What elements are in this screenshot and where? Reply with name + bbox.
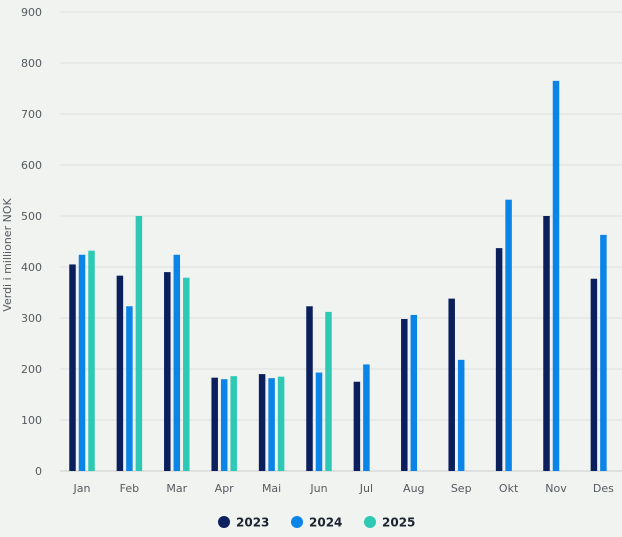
- x-tick-label: Jan: [73, 482, 91, 495]
- bar-2024-Okt: [505, 199, 512, 471]
- grid-lines: [60, 11, 622, 472]
- bar-2023-Jan: [69, 264, 76, 471]
- bar-2023-Apr: [211, 377, 218, 471]
- bar-2025-Mai: [277, 376, 285, 471]
- bar-2023-Aug: [401, 319, 408, 471]
- x-tick-label: Aug: [403, 482, 424, 495]
- bars: [69, 80, 607, 471]
- y-tick-label: 200: [21, 363, 42, 376]
- legend-label: 2025: [382, 516, 415, 530]
- bar-2024-Nov: [552, 80, 560, 471]
- legend-swatch: [364, 516, 376, 528]
- legend: 2023 2024 2025: [218, 516, 415, 530]
- y-tick-label: 900: [21, 6, 42, 19]
- y-tick-label: 500: [21, 210, 42, 223]
- legend-item-2023[interactable]: 2023: [218, 516, 269, 530]
- bar-2024-Jun: [315, 372, 323, 471]
- y-tick-label: 600: [21, 159, 42, 172]
- bar-2025-Apr: [230, 376, 237, 471]
- x-tick-label: Nov: [545, 482, 567, 495]
- x-tick-label: Mar: [166, 482, 187, 495]
- legend-swatch: [218, 516, 230, 528]
- x-tick-label: Jul: [359, 482, 373, 495]
- legend-label: 2024: [309, 516, 342, 530]
- bar-2024-Des: [600, 234, 607, 471]
- x-tick-label: Mai: [262, 482, 281, 495]
- legend-label: 2023: [236, 516, 269, 530]
- bar-2025-Feb: [135, 216, 143, 471]
- y-axis-label: Verdi i millioner NOK: [1, 198, 14, 312]
- legend-item-2025[interactable]: 2025: [364, 516, 415, 530]
- bar-2024-Apr: [220, 379, 228, 471]
- y-tick-label: 100: [21, 414, 42, 427]
- y-axis-ticks: 0 100 200 300 400 500 600 700 800 900: [21, 6, 42, 478]
- x-tick-label: Jun: [309, 482, 327, 495]
- bar-2023-Des: [590, 278, 598, 471]
- bar-2024-Sep: [457, 359, 465, 471]
- x-tick-label: Des: [593, 482, 614, 495]
- bar-2025-Jun: [325, 311, 332, 471]
- bar-2024-Feb: [126, 306, 133, 471]
- bar-2023-Okt: [495, 248, 503, 471]
- x-tick-label: Apr: [215, 482, 235, 495]
- y-tick-label: 700: [21, 108, 42, 121]
- x-tick-label: Sep: [451, 482, 472, 495]
- x-tick-label: Feb: [120, 482, 139, 495]
- bar-2024-Mai: [268, 378, 275, 471]
- bar-2024-Jul: [363, 364, 370, 471]
- bar-2023-Feb: [116, 275, 124, 471]
- legend-item-2024[interactable]: 2024: [291, 516, 342, 530]
- bar-2023-Nov: [543, 216, 550, 471]
- bar-2024-Aug: [410, 314, 418, 471]
- bar-2023-Mar: [164, 272, 171, 471]
- legend-swatch: [291, 516, 303, 528]
- bar-2024-Jan: [78, 254, 86, 471]
- bar-2025-Jan: [88, 250, 95, 471]
- y-tick-label: 800: [21, 57, 42, 70]
- y-tick-label: 0: [35, 465, 42, 478]
- y-tick-label: 400: [21, 261, 42, 274]
- y-tick-label: 300: [21, 312, 42, 325]
- x-axis-ticks: Jan Feb Mar Apr Mai Jun Jul Aug Sep Okt Nov Des: [73, 482, 615, 495]
- bar-2024-Mar: [173, 254, 181, 471]
- bar-2023-Mai: [258, 374, 266, 471]
- bar-2025-Mar: [183, 277, 190, 471]
- bar-2023-Jul: [353, 381, 361, 471]
- x-tick-label: Okt: [499, 482, 519, 495]
- bar-2023-Jun: [306, 306, 313, 471]
- bar-2023-Sep: [448, 298, 455, 471]
